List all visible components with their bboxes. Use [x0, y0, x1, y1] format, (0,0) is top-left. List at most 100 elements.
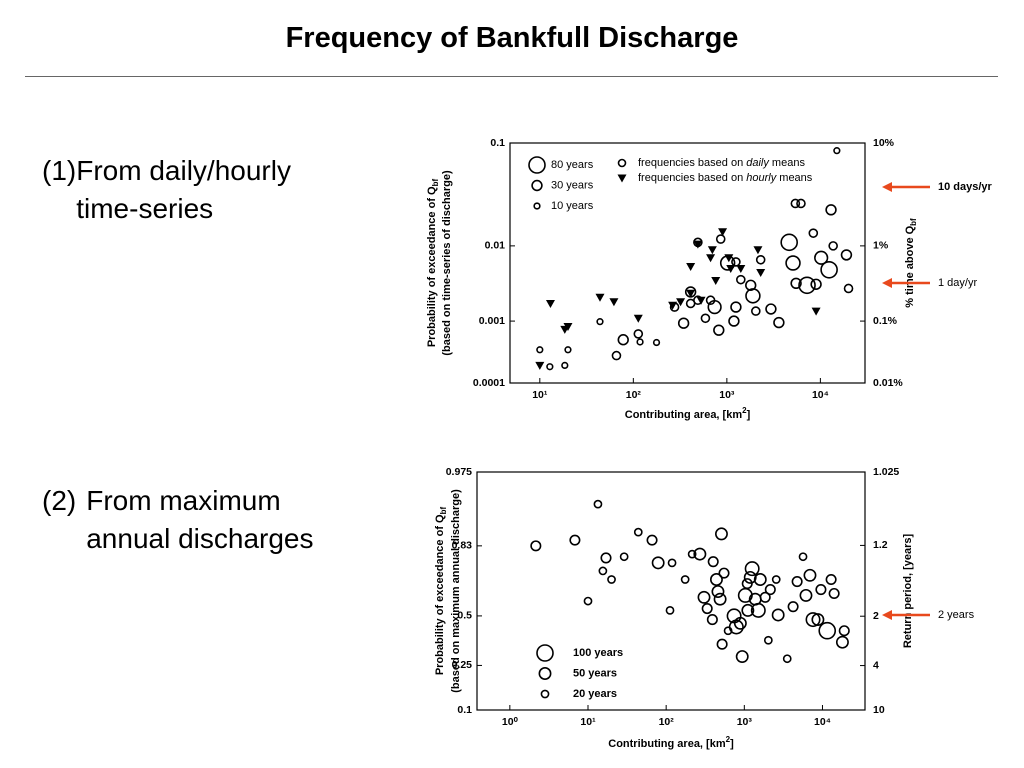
bubble — [600, 552, 612, 564]
x-axis-label-part: Contributing area, [km — [608, 738, 726, 750]
bubble — [787, 601, 799, 613]
bubble — [750, 602, 766, 618]
legend-label: 80 years — [551, 159, 594, 171]
bubble — [713, 592, 727, 606]
bubble — [764, 584, 776, 596]
legend-label-part: hourly — [746, 172, 777, 184]
bubble — [736, 274, 746, 285]
bubble — [753, 573, 767, 586]
bullet-text: From maximum annual discharges — [86, 485, 314, 554]
bubble — [785, 255, 801, 271]
bubble — [735, 650, 749, 663]
bubble — [711, 585, 725, 598]
bubble — [820, 260, 838, 279]
legend-label: frequencies based on hourly means — [638, 172, 813, 184]
bubble — [828, 587, 840, 600]
bubble — [713, 324, 725, 336]
triangle-point — [753, 246, 763, 255]
bubble — [593, 499, 603, 509]
triangle-point — [560, 325, 570, 334]
triangle-point — [668, 301, 678, 310]
bubble — [773, 316, 785, 329]
triangle-point — [726, 264, 736, 273]
bubble — [633, 329, 644, 339]
triangle-point — [693, 240, 703, 249]
bubble — [706, 614, 718, 626]
y-axis-note: (based on time-series of discharge) — [441, 170, 453, 356]
bubble — [838, 625, 850, 637]
legend-label-part: means — [776, 172, 813, 184]
bubble — [798, 552, 808, 562]
bubble — [790, 277, 802, 290]
bubble — [596, 318, 604, 326]
y-tick-label: 0.25 — [452, 659, 473, 671]
bubble — [685, 298, 696, 309]
bubble — [561, 361, 569, 370]
bubble — [771, 575, 781, 584]
bubble — [564, 346, 572, 354]
y-tick-label: 0.975 — [446, 466, 472, 478]
x-axis-label-part: 2 — [726, 735, 731, 744]
bubble — [667, 558, 677, 568]
triangle-point — [686, 289, 696, 298]
y2-tick-label: 10% — [873, 137, 895, 149]
bullet: (2) From maximum annual discharges — [42, 482, 371, 558]
y-tick-label: 0.5 — [457, 610, 472, 622]
title-rule — [25, 76, 998, 77]
bubble — [790, 198, 801, 209]
triangle-point — [676, 298, 686, 307]
y2-tick-label: 2 — [873, 610, 879, 622]
triangle-point — [707, 246, 717, 255]
bubble — [798, 276, 816, 295]
x-axis-label-part: 2 — [742, 406, 747, 415]
x-tick-label: 10⁰ — [502, 716, 519, 728]
y2-tick-label: 0.1% — [873, 315, 898, 327]
bubble — [814, 250, 829, 265]
bubble — [700, 313, 711, 324]
annotation: 2 years — [938, 609, 975, 621]
legend-label: 100 years — [573, 647, 623, 659]
y-tick-label: 0.1 — [490, 137, 505, 149]
bubble — [745, 288, 761, 304]
bullet-label: (2) — [42, 485, 77, 516]
bubble — [799, 588, 813, 602]
bubble — [569, 534, 581, 546]
bubble — [701, 602, 713, 615]
bubble — [744, 561, 760, 577]
annotation: 10 days/yr — [938, 181, 993, 193]
triangle-point — [595, 293, 605, 302]
legend-label: 20 years — [573, 688, 617, 700]
bubble — [733, 616, 747, 630]
bubble — [805, 612, 821, 628]
bubble — [707, 556, 719, 568]
bubble — [633, 527, 643, 537]
y2-axis-label-part: bf — [909, 218, 918, 226]
bubble — [697, 590, 711, 604]
plot-frame — [476, 471, 866, 711]
legend-bubble — [538, 667, 552, 680]
y2-tick-label: 1.2 — [873, 539, 888, 551]
bubble — [530, 540, 542, 552]
legend-bubble — [536, 644, 554, 662]
bubble — [780, 233, 798, 252]
legend-bubble — [528, 156, 546, 174]
triangle-point — [609, 298, 619, 307]
slide-title: Frequency of Bankfull Discharge — [285, 22, 739, 54]
legend-bubble — [531, 179, 543, 192]
legend-label-part: frequencies based on — [638, 172, 746, 184]
bubble — [718, 567, 730, 579]
x-tick-label: 10¹ — [532, 389, 548, 401]
legend-label: frequencies based on daily means — [638, 157, 805, 169]
bubble — [743, 570, 757, 584]
plot-frame — [509, 142, 866, 384]
bubble — [598, 566, 608, 576]
y-axis-label: Probability of exceedance of Qbf — [434, 507, 448, 676]
bubble — [728, 315, 740, 327]
legend-marker — [617, 174, 627, 183]
bubble — [731, 257, 741, 267]
bubble — [680, 575, 690, 584]
bubble — [751, 306, 761, 316]
annotation: 1 day/yr — [938, 277, 977, 289]
bubble — [815, 584, 827, 596]
